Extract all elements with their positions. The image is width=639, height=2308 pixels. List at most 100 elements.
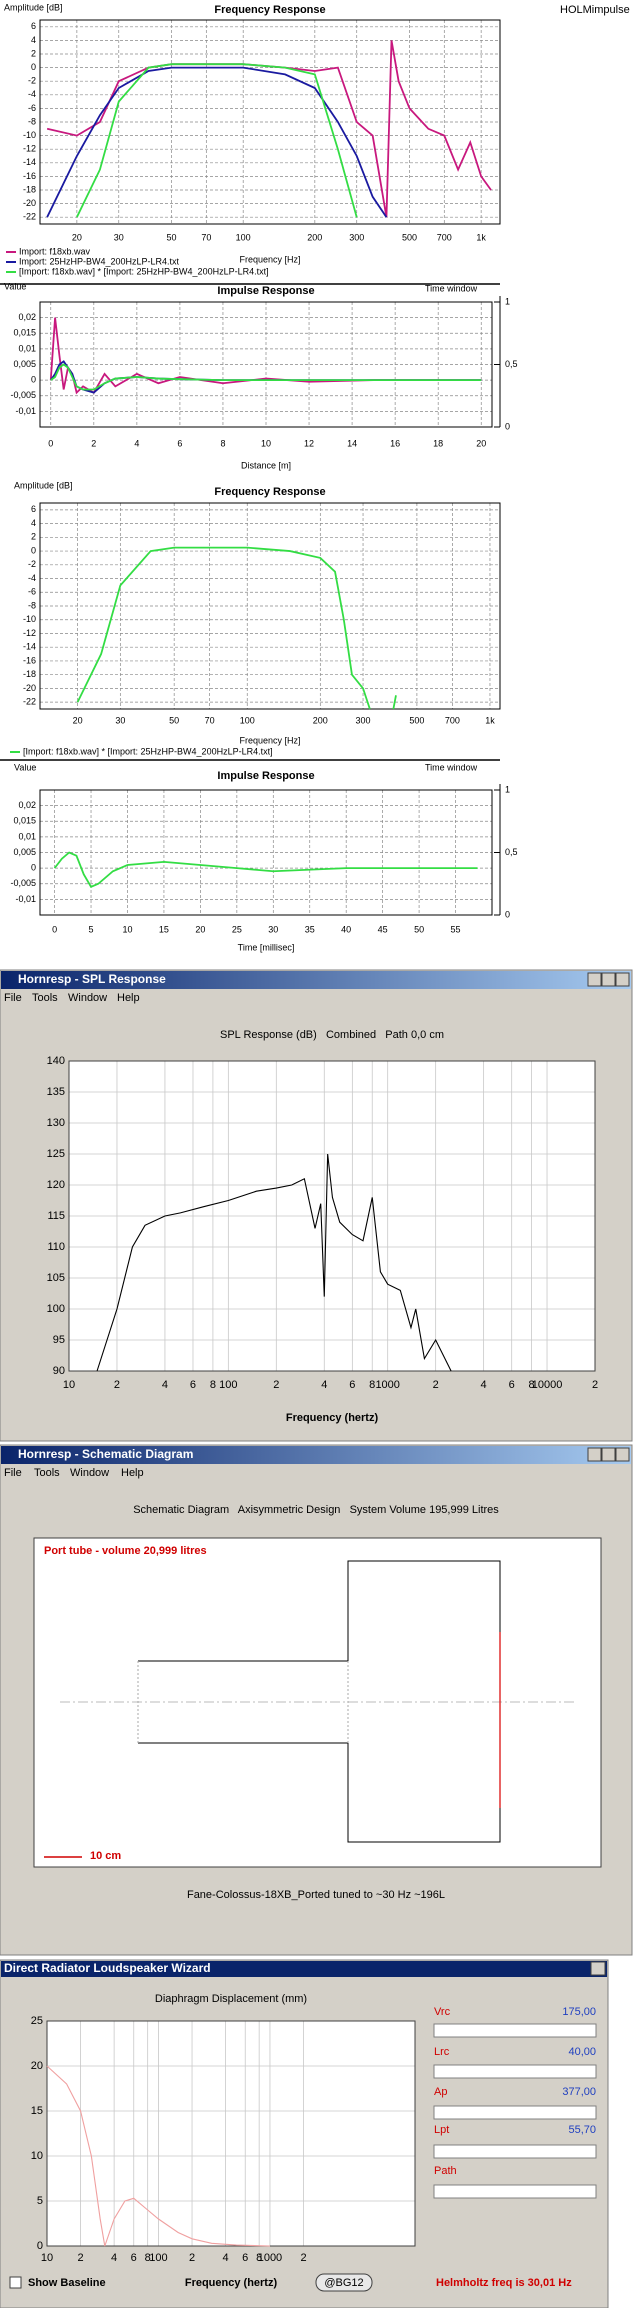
title-bar [1,1961,607,1977]
x-tick-label: 500 [409,715,424,725]
x-tick-label: 10 [63,1379,75,1391]
status-text: Helmholtz freq is 30,01 Hz [436,2277,572,2289]
checkbox[interactable] [9,2276,22,2289]
x-tick-label: 8 [145,2252,151,2264]
x-tick-label: 25 [232,924,242,934]
window-buttons [587,1447,630,1462]
checkbox-label[interactable]: Show Baseline [28,2277,106,2289]
x-tick-label: 100 [236,232,251,242]
x-tick-label: 10 [41,2252,53,2264]
param-label: Lpt [434,2124,449,2136]
y2-tick-label: 1 [505,296,510,306]
slider[interactable] [433,2064,597,2079]
x-tick-label: 12 [304,438,314,448]
x-tick-label: 40 [341,924,351,934]
y-tick-label: 135 [47,1086,65,1098]
menu-item[interactable]: Tools [32,992,58,1004]
slider[interactable] [433,2023,597,2038]
y-tick-label: -8 [28,600,36,610]
diagram-caption: Fane-Colossus-18XB_Ported tuned to ~30 H… [187,1889,445,1901]
y-tick-label: 95 [53,1334,65,1346]
x-tick-label: 8 [220,438,225,448]
x-tick-label: 16 [390,438,400,448]
x-axis-label: Frequency [Hz] [239,735,300,745]
y-tick-label: -4 [28,573,36,583]
y-tick-label: 2 [31,532,36,542]
y-tick-label: 20 [31,2060,43,2072]
plot-frame [39,789,493,916]
plot-frame [39,19,501,225]
x-tick-label: 45 [378,924,388,934]
slider[interactable] [433,2144,597,2159]
menu-item[interactable]: Help [117,992,140,1004]
y-tick-label: -14 [23,642,36,652]
x-tick-label: 20 [73,715,83,725]
menu-item[interactable]: Window [70,1467,109,1479]
slider[interactable] [433,2184,597,2199]
y-tick-label: 0 [31,62,36,72]
menu-item[interactable]: Window [68,992,107,1004]
x-tick-label: 8 [256,2252,262,2264]
slider[interactable] [433,2105,597,2120]
x-axis-label: Distance [m] [241,460,291,470]
x-tick-label: 8 [529,1379,535,1391]
badge [315,2273,373,2292]
x-tick-label: 6 [131,2252,137,2264]
menu-item[interactable]: File [4,1467,22,1479]
minimize-button[interactable] [587,972,602,987]
x-tick-label: 2 [433,1379,439,1391]
y2-tick-label: 0,5 [505,847,518,857]
y-tick-label: 110 [47,1241,65,1253]
series-line [49,317,482,395]
series-line [96,1153,452,1372]
y-tick-label: 10 [31,2150,43,2162]
x-tick-label: 6 [177,438,182,448]
y-tick-label: 6 [31,21,36,31]
y-tick-label: 125 [47,1148,65,1160]
x-tick-label: 2 [300,2252,306,2264]
x-tick-label: 500 [402,232,417,242]
x-tick-label: 1k [476,232,486,242]
x-tick-label: 2 [273,1379,279,1391]
menu-item[interactable]: Help [121,1467,144,1479]
y-tick-label: -8 [28,116,36,126]
x-tick-label: 20 [476,438,486,448]
y-tick-label: 120 [47,1179,65,1191]
x-tick-label: 700 [437,232,452,242]
menu-item[interactable]: Tools [34,1467,60,1479]
close-button[interactable] [615,1447,630,1462]
x-tick-label: 4 [162,1379,168,1391]
y-tick-label: 0,005 [13,359,36,369]
plot-frame [39,502,501,710]
y-tick-label: 5 [37,2195,43,2207]
close-button[interactable] [615,972,630,987]
y-tick-label: -22 [23,212,36,222]
y-tick-label: 0 [31,545,36,555]
y2-axis-label: Time window [425,283,478,293]
y-tick-label: -10 [23,130,36,140]
plot-frame [39,301,493,428]
window-title: Hornresp - Schematic Diagram [18,1447,193,1461]
x-tick-label: 20 [72,232,82,242]
maximize-button[interactable] [601,972,616,987]
menu-item[interactable]: File [4,992,22,1004]
parameter-panel: Vrc 175,00 Lrc 40,00 Ap 377,00 Lpt 55,70… [433,2006,597,2199]
maximize-button[interactable] [601,1447,616,1462]
port-label: Port tube - volume 20,999 litres [44,1545,207,1557]
param-label: Vrc [434,2006,451,2018]
y-tick-label: 0 [31,863,36,873]
minimize-button[interactable] [587,1447,602,1462]
x-tick-label: 30 [115,715,125,725]
y2-tick-label: 0 [505,421,510,431]
y-tick-label: -18 [23,669,36,679]
series-line [76,546,397,710]
y-tick-label: 130 [47,1117,65,1129]
y-tick-label: -10 [23,614,36,624]
close-button[interactable] [590,1961,606,1976]
x-axis-label: Time [millisec] [238,942,295,952]
y-tick-label: 0,01 [18,831,36,841]
y-tick-label: 0,015 [13,816,36,826]
chart-title: SPL Response (dB) Combined Path 0,0 cm [220,1029,444,1041]
x-tick-label: 1k [485,715,495,725]
